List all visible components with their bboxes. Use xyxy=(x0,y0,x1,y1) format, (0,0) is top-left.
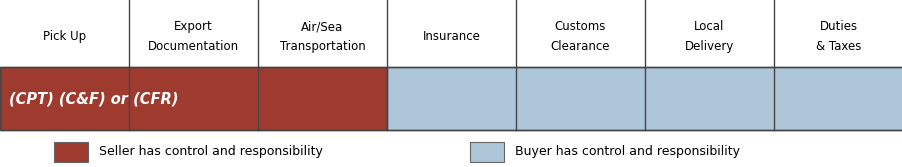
Bar xyxy=(387,67,902,130)
Text: Local: Local xyxy=(694,20,724,33)
Bar xyxy=(54,142,88,162)
Text: Insurance: Insurance xyxy=(422,30,480,43)
Text: Export: Export xyxy=(174,20,213,33)
Text: Pick Up: Pick Up xyxy=(43,30,86,43)
Text: Clearance: Clearance xyxy=(550,40,610,53)
Bar xyxy=(0,67,902,130)
Text: & Taxes: & Taxes xyxy=(815,40,861,53)
Text: Buyer has control and responsibility: Buyer has control and responsibility xyxy=(514,145,739,158)
Text: Air/Sea: Air/Sea xyxy=(301,20,344,33)
Text: Customs: Customs xyxy=(554,20,605,33)
Text: Seller has control and responsibility: Seller has control and responsibility xyxy=(99,145,323,158)
Text: Documentation: Documentation xyxy=(148,40,239,53)
Text: Transportation: Transportation xyxy=(280,40,365,53)
Bar xyxy=(469,142,503,162)
Bar xyxy=(0,67,387,130)
Text: Delivery: Delivery xyxy=(684,40,733,53)
Text: (CPT) (C&F) or (CFR): (CPT) (C&F) or (CFR) xyxy=(9,91,179,106)
Text: Duties: Duties xyxy=(818,20,857,33)
